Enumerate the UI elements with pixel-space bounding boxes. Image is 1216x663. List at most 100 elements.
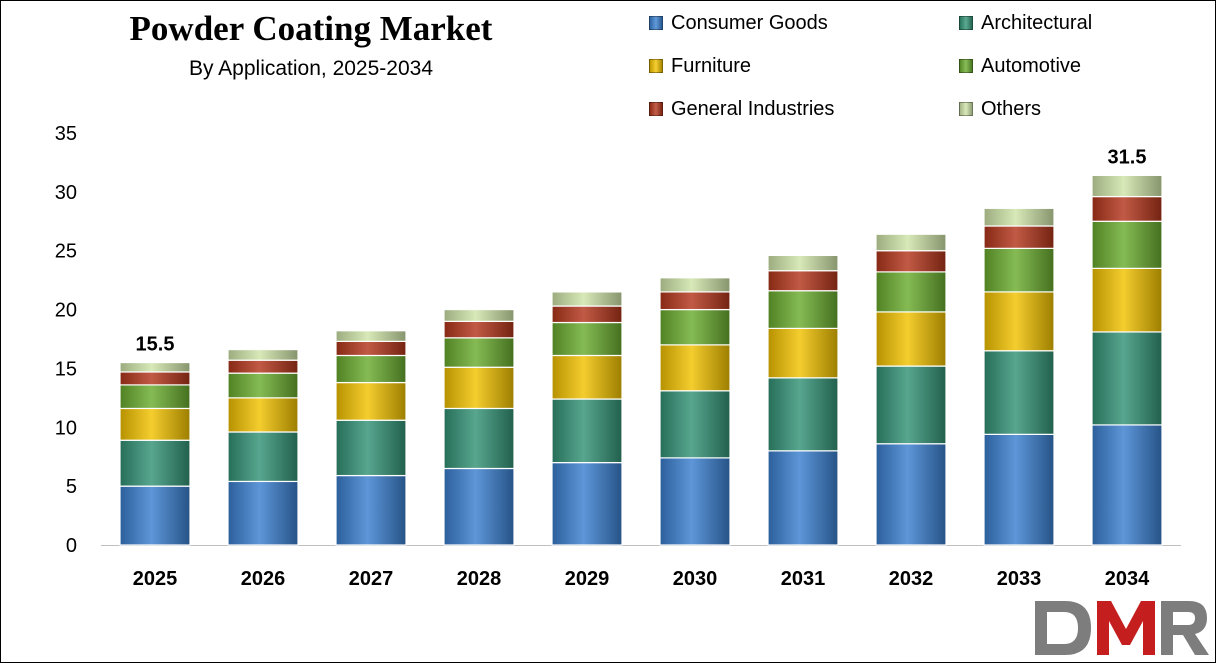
bar-segment: Automotive 2027: 2.3 <box>335 354 407 384</box>
bar-segment: Automotive 2033: 3.7 <box>983 247 1055 293</box>
bar-segment: Furniture 2025: 2.7 <box>119 407 191 441</box>
bar-segment: Architectural 2028: 5.1 <box>443 407 515 470</box>
legend-item: Consumer Goods <box>649 9 828 37</box>
chart-title: Powder Coating Market <box>129 9 493 48</box>
bar-segment: General Industries 2029: 1.4 <box>551 305 623 324</box>
bar-segment: Architectural 2031: 6.2 <box>767 377 839 452</box>
bar-segment: Architectural 2032: 6.6 <box>875 365 947 445</box>
bar-segment: Furniture 2027: 3.2 <box>335 381 407 421</box>
logo-letter-d <box>1035 601 1091 655</box>
bar-segment: Automotive 2025: 2 <box>119 384 191 410</box>
bar-segment: Others 2034: 1.8 <box>1091 174 1163 198</box>
bar-segment: General Industries 2026: 1.1 <box>227 359 299 374</box>
bar-segment: Consumer Goods 2030: 7.4 <box>659 457 731 546</box>
x-tick-label: 2030 <box>673 568 718 590</box>
legend-label: General Industries <box>671 97 835 120</box>
x-tick-label: 2026 <box>241 568 286 590</box>
bar-segment: Others 2029: 1.2 <box>551 291 623 307</box>
x-tick-label: 2028 <box>457 568 502 590</box>
bar-segment: Automotive 2032: 3.4 <box>875 271 947 313</box>
bar-segment: Architectural 2033: 7.1 <box>983 350 1055 435</box>
x-tick-label: 2031 <box>781 568 826 590</box>
y-tick-label: 20 <box>55 300 77 322</box>
bar-segment: Architectural 2034: 7.9 <box>1091 331 1163 426</box>
logo-letter-r <box>1161 601 1209 655</box>
legend-label: Automotive <box>981 54 1082 77</box>
bar-segment: Consumer Goods 2034: 10.2 <box>1091 424 1163 546</box>
legend-label: Architectural <box>981 11 1093 34</box>
bar-segment: Architectural 2030: 5.7 <box>659 390 731 459</box>
legend-swatch <box>959 16 973 30</box>
bar-segment: General Industries 2028: 1.4 <box>443 320 515 339</box>
bar-segment: Others 2032: 1.4 <box>875 233 947 252</box>
legend-label: Others <box>981 97 1042 120</box>
legend-label: Furniture <box>671 54 752 77</box>
bar-segment: Furniture 2028: 3.5 <box>443 366 515 410</box>
bar-segment: Furniture 2026: 2.9 <box>227 397 299 433</box>
bar-segment: Consumer Goods 2025: 5 <box>119 485 191 546</box>
bar-segment: Furniture 2030: 3.9 <box>659 344 731 392</box>
bar-segment: Consumer Goods 2029: 7 <box>551 462 623 546</box>
bar-segment: Furniture 2033: 5 <box>983 291 1055 352</box>
bar-segment: Automotive 2026: 2.1 <box>227 372 299 399</box>
dmr-logo <box>1035 601 1209 655</box>
bar-segment: Consumer Goods 2028: 6.5 <box>443 467 515 546</box>
legend-item: Furniture <box>649 52 751 80</box>
x-tick-label: 2027 <box>349 568 394 590</box>
legend: Consumer Goods Architectural Furniture Auto… <box>649 9 1169 129</box>
bar-segment: General Industries 2030: 1.5 <box>659 291 731 311</box>
legend-swatch <box>959 102 973 116</box>
bar-segment: Furniture 2034: 5.4 <box>1091 267 1163 333</box>
bar-segment: General Industries 2025: 1.1 <box>119 371 191 386</box>
data-label: 31.5 <box>1108 146 1147 168</box>
y-tick-label: 0 <box>66 535 77 557</box>
bar-segment: General Industries 2032: 1.8 <box>875 250 947 273</box>
bar-segment: Architectural 2025: 3.9 <box>119 439 191 487</box>
bar-segment: Others 2027: 0.9 <box>335 330 407 342</box>
bar-segment: Architectural 2029: 5.4 <box>551 398 623 464</box>
bar-segment: Consumer Goods 2032: 8.6 <box>875 443 947 546</box>
bar-segment: Consumer Goods 2027: 5.9 <box>335 474 407 546</box>
legend-swatch <box>649 102 663 116</box>
logo-letter-m <box>1097 601 1155 655</box>
y-tick-label: 30 <box>55 182 77 204</box>
legend-item: Others <box>959 95 1041 123</box>
bar-segment: General Industries 2027: 1.2 <box>335 340 407 357</box>
legend-item: Automotive <box>959 52 1081 80</box>
bar-segment: Others 2028: 1 <box>443 308 515 322</box>
bar-segment: Architectural 2027: 4.7 <box>335 419 407 477</box>
y-tick-label: 10 <box>55 417 77 439</box>
bar-segment: Furniture 2029: 3.7 <box>551 354 623 400</box>
bar-segment: Others 2033: 1.5 <box>983 207 1055 227</box>
bar-segment: Furniture 2032: 4.6 <box>875 311 947 367</box>
legend-item: Architectural <box>959 9 1092 37</box>
x-tick-label: 2025 <box>133 568 178 590</box>
y-tick-label: 5 <box>66 476 77 498</box>
bar-segment: Automotive 2030: 3 <box>659 308 731 346</box>
bar-segment: Others 2025: 0.8 <box>119 361 191 373</box>
bar-segment: Others 2031: 1.3 <box>767 254 839 272</box>
bar-segment: Furniture 2031: 4.2 <box>767 327 839 379</box>
data-label: 15.5 <box>136 334 175 356</box>
bar-segment: General Industries 2031: 1.7 <box>767 270 839 292</box>
y-tick-label: 25 <box>55 241 77 263</box>
legend-label: Consumer Goods <box>671 11 828 34</box>
bar-segment: Automotive 2034: 4 <box>1091 220 1163 269</box>
bar-segment: Consumer Goods 2033: 9.4 <box>983 433 1055 546</box>
x-tick-label: 2029 <box>565 568 610 590</box>
y-tick-label: 35 <box>55 123 77 145</box>
x-tick-label: 2034 <box>1105 568 1150 590</box>
bar-segment: Others 2030: 1.2 <box>659 277 731 293</box>
chart-subtitle: By Application, 2025-2034 <box>188 57 433 80</box>
bar-segment: Automotive 2028: 2.5 <box>443 337 515 368</box>
bar-segment: Architectural 2026: 4.2 <box>227 431 299 483</box>
legend-swatch <box>649 59 663 73</box>
x-tick-label: 2032 <box>889 568 934 590</box>
bar-segment: Automotive 2031: 3.2 <box>767 290 839 330</box>
y-tick-label: 15 <box>55 358 77 380</box>
bar-segment: Automotive 2029: 2.8 <box>551 321 623 357</box>
bar-segment: Consumer Goods 2031: 8 <box>767 450 839 546</box>
bar-segment: General Industries 2034: 2.1 <box>1091 195 1163 222</box>
